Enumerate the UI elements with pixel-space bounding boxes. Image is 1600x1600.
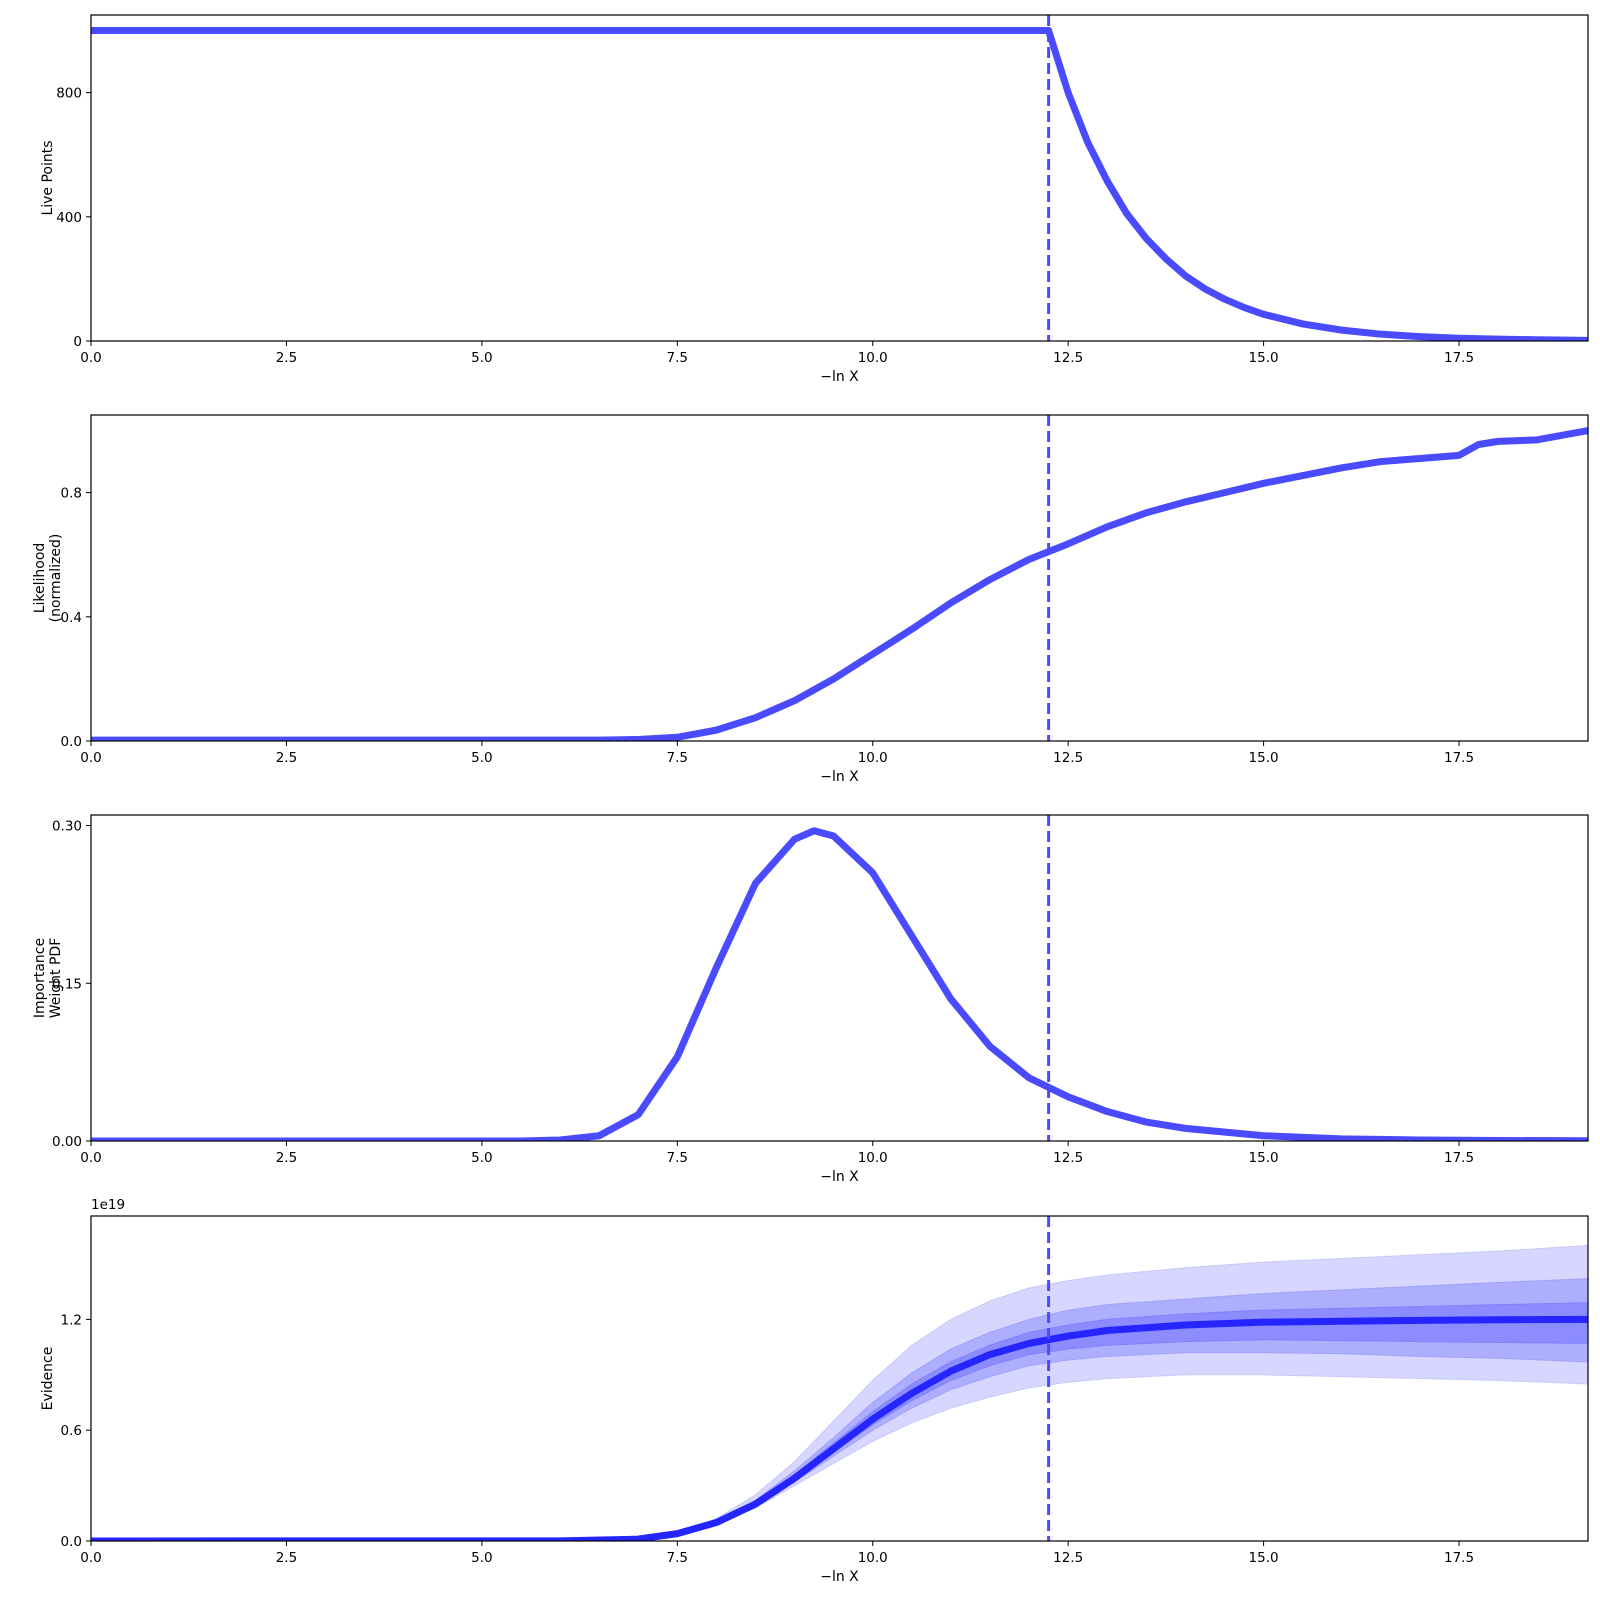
y-tick-label: 0.15	[52, 976, 82, 992]
y-axis-label-line: Likelihood	[32, 543, 48, 614]
axes-frame	[90, 414, 1589, 742]
x-tick-label: 5.0	[471, 1150, 492, 1166]
x-tick-label: 5.0	[471, 1550, 492, 1566]
x-tick-label: 5.0	[471, 350, 492, 366]
y-axis-label-line: Evidence	[40, 1347, 56, 1411]
x-tick-label: 2.5	[276, 1150, 297, 1166]
axes-frame	[90, 814, 1589, 1142]
y-tick-label: 0.30	[52, 819, 82, 835]
y-tick-label: 0.6	[61, 1423, 82, 1439]
x-tick-label: 2.5	[276, 350, 297, 366]
x-tick-label: 15.0	[1249, 1550, 1279, 1566]
x-tick-label: 7.5	[667, 1150, 688, 1166]
x-tick-label: 7.5	[667, 1550, 688, 1566]
y-tick-label: 0.00	[52, 1134, 82, 1150]
y-axis-label-line: Importance	[32, 938, 48, 1018]
y-tick-label: 400	[56, 210, 82, 226]
y-axis-label-line: (normalized)	[48, 534, 64, 623]
x-tick-label: 5.0	[471, 750, 492, 766]
credible-band-2	[91, 1278, 1588, 1541]
evidence-line	[91, 1315, 1588, 1541]
series-line	[91, 427, 1588, 741]
y-axis-label: ImportanceWeight PDF	[32, 938, 64, 1019]
x-axis-label: −ln X	[820, 1169, 859, 1185]
x-tick-label: 0.0	[80, 350, 101, 366]
x-tick-label: 7.5	[667, 350, 688, 366]
axes-frame	[90, 14, 1589, 342]
panel-3: 0.0 2.5 5.0 7.5 10.0 12.5 15.0 17.5 0.00 0.15 0.30…	[32, 814, 1589, 1185]
x-tick-label: 10.0	[858, 350, 888, 366]
x-tick-label: 17.5	[1444, 350, 1474, 366]
x-tick-label: 10.0	[858, 1150, 888, 1166]
x-tick-label: 12.5	[1053, 1150, 1083, 1166]
y-tick-label: 0	[73, 334, 82, 350]
x-tick-label: 2.5	[276, 1550, 297, 1566]
x-axis-label: −ln X	[820, 1569, 859, 1585]
y-axis-label: Live Points	[40, 140, 56, 215]
plot-area	[91, 1245, 1588, 1541]
y-offset-label: 1e19	[91, 1197, 125, 1213]
plot-area	[91, 427, 1588, 741]
panel-1: 0.0 2.5 5.0 7.5 10.0 12.5 15.0 17.5 0 400 800 −ln X…	[40, 14, 1589, 385]
y-tick-label: 1.2	[61, 1312, 82, 1328]
axes-frame	[90, 1215, 1589, 1542]
x-tick-label: 15.0	[1249, 1150, 1279, 1166]
x-axis-label: −ln X	[820, 369, 859, 385]
series-line	[91, 27, 1588, 341]
x-tick-label: 15.0	[1249, 350, 1279, 366]
y-tick-label: 0.0	[61, 734, 82, 750]
x-tick-label: 7.5	[667, 750, 688, 766]
x-tick-label: 17.5	[1444, 1550, 1474, 1566]
x-tick-label: 12.5	[1053, 350, 1083, 366]
panel-2: 0.0 2.5 5.0 7.5 10.0 12.5 15.0 17.5 0.0 0.4 0.8 −ln…	[32, 414, 1589, 785]
y-axis-label: Likelihood(normalized)	[32, 534, 64, 623]
x-tick-label: 12.5	[1053, 1550, 1083, 1566]
x-tick-label: 0.0	[80, 1150, 101, 1166]
x-tick-label: 17.5	[1444, 750, 1474, 766]
x-tick-label: 10.0	[858, 1550, 888, 1566]
x-tick-label: 17.5	[1444, 1150, 1474, 1166]
plot-area	[91, 827, 1588, 1141]
y-axis-label-line: Live Points	[40, 140, 56, 215]
x-axis-label: −ln X	[820, 769, 859, 785]
x-tick-label: 0.0	[80, 750, 101, 766]
series-line	[91, 827, 1588, 1141]
y-tick-label: 0.8	[61, 486, 82, 502]
y-tick-label: 800	[56, 86, 82, 102]
plot-area	[91, 27, 1588, 341]
panel-4: 0.0 2.5 5.0 7.5 10.0 12.5 15.0 17.5 0.0 0.6 1.2 −ln…	[40, 1197, 1589, 1585]
y-axis-label: Evidence	[40, 1347, 56, 1411]
y-tick-label: 0.4	[61, 610, 82, 626]
y-axis-label-line: Weight PDF	[48, 938, 64, 1019]
y-tick-label: 0.0	[61, 1534, 82, 1550]
x-tick-label: 15.0	[1249, 750, 1279, 766]
x-tick-label: 10.0	[858, 750, 888, 766]
x-tick-label: 12.5	[1053, 750, 1083, 766]
x-tick-label: 0.0	[80, 1550, 101, 1566]
x-tick-label: 2.5	[276, 750, 297, 766]
